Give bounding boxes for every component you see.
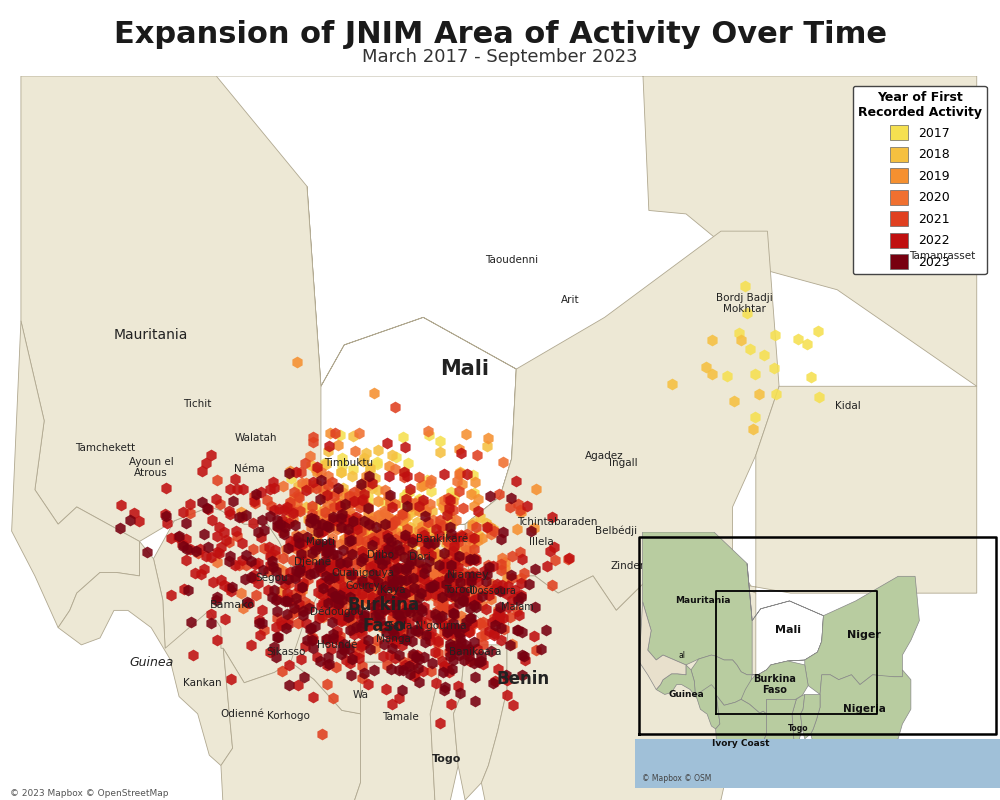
Polygon shape [792, 694, 805, 744]
Text: Burkina
Faso: Burkina Faso [348, 596, 420, 635]
Polygon shape [465, 231, 779, 645]
Text: Ségou: Ségou [256, 572, 288, 583]
Text: Mauritania: Mauritania [675, 597, 731, 606]
Polygon shape [337, 662, 442, 800]
Polygon shape [153, 186, 516, 682]
Text: March 2017 - September 2023: March 2017 - September 2023 [362, 48, 638, 66]
Polygon shape [656, 665, 720, 729]
Polygon shape [12, 321, 140, 628]
Text: Togo: Togo [788, 725, 808, 734]
Text: Djenné: Djenné [294, 557, 331, 567]
Legend: 2017, 2018, 2019, 2020, 2021, 2022, 2023: 2017, 2018, 2019, 2020, 2021, 2022, 2023 [853, 86, 987, 274]
Text: © 2023 Mapbox © OpenStreetMap: © 2023 Mapbox © OpenStreetMap [10, 790, 168, 798]
Text: Guinea: Guinea [668, 690, 704, 699]
Polygon shape [221, 648, 360, 800]
Polygon shape [430, 645, 465, 800]
Text: Manga: Manga [376, 634, 410, 644]
Text: Niamey: Niamey [447, 570, 489, 580]
Text: Torodi: Torodi [444, 585, 476, 594]
Text: Guinea: Guinea [129, 655, 173, 669]
Polygon shape [453, 645, 507, 800]
Text: Tamale: Tamale [382, 712, 418, 722]
Text: Taoudenni: Taoudenni [485, 254, 538, 265]
Polygon shape [639, 602, 686, 690]
Text: al: al [678, 650, 685, 659]
Polygon shape [741, 661, 808, 714]
Text: Dossoura: Dossoura [470, 586, 516, 597]
Polygon shape [21, 76, 321, 576]
Text: Ayoun el
Atrous: Ayoun el Atrous [129, 457, 174, 478]
Text: Expansion of JNIM Area of Activity Over Time: Expansion of JNIM Area of Activity Over … [114, 20, 887, 49]
Polygon shape [691, 563, 823, 706]
Text: Benin: Benin [497, 670, 550, 688]
Text: Bordj Badji
Mokhtar: Bordj Badji Mokhtar [716, 293, 773, 314]
Text: Agadez: Agadez [585, 451, 624, 462]
Text: Dori: Dori [409, 552, 430, 562]
Text: Timbuktu: Timbuktu [324, 458, 373, 468]
Text: Tichit: Tichit [183, 398, 212, 409]
Text: Mali: Mali [775, 626, 801, 635]
Text: Niger: Niger [847, 630, 881, 640]
Text: Odienné: Odienné [220, 709, 264, 719]
Text: Tamchekett: Tamchekett [75, 443, 135, 454]
Text: Ni: Ni [663, 584, 686, 602]
Text: Mali: Mali [441, 359, 490, 379]
Polygon shape [58, 542, 233, 766]
Polygon shape [716, 695, 767, 763]
Polygon shape [216, 0, 977, 386]
Text: © Mapbox © OSM: © Mapbox © OSM [642, 774, 712, 783]
Text: Ingall: Ingall [609, 458, 638, 468]
Text: Banikoara: Banikoara [449, 646, 501, 657]
Text: Kankan: Kankan [183, 678, 222, 688]
Text: Bamako: Bamako [210, 600, 255, 610]
Polygon shape [805, 576, 919, 694]
Text: Sikasso: Sikasso [266, 646, 306, 657]
Text: Togo: Togo [432, 754, 461, 764]
Text: Malam: Malam [501, 602, 534, 612]
Text: Mauritania: Mauritania [114, 327, 188, 342]
Text: Ouahigouya: Ouahigouya [331, 569, 394, 578]
Polygon shape [733, 386, 977, 593]
Text: Dédougou: Dédougou [310, 606, 364, 617]
Polygon shape [635, 738, 1000, 788]
Polygon shape [801, 694, 820, 738]
Polygon shape [291, 528, 474, 714]
Text: Burkina
Faso: Burkina Faso [754, 674, 796, 695]
Text: Zinder: Zinder [611, 561, 645, 570]
Text: Arit: Arit [560, 295, 579, 305]
Text: Illela: Illela [529, 538, 554, 547]
Text: Bankikaré: Bankikaré [416, 534, 468, 544]
Text: Tchintabaraden: Tchintabaraden [517, 518, 597, 527]
Text: Néma: Néma [234, 464, 264, 474]
Text: Houndé: Houndé [317, 640, 357, 650]
Text: Fada N'gourma: Fada N'gourma [388, 621, 466, 630]
Text: Tamanrasset: Tamanrasset [909, 251, 975, 261]
Polygon shape [758, 699, 796, 758]
Text: Nigeria: Nigeria [843, 704, 886, 714]
Text: Korhogo: Korhogo [267, 710, 310, 721]
Polygon shape [481, 558, 756, 800]
Text: Kidal: Kidal [835, 401, 860, 410]
Text: Belbédji: Belbédji [595, 526, 637, 536]
Text: Ivory Coast: Ivory Coast [712, 739, 770, 748]
Polygon shape [643, 532, 752, 674]
Text: Gourcy: Gourcy [346, 582, 380, 591]
Text: Wa: Wa [352, 690, 368, 699]
Text: Kaya: Kaya [380, 585, 406, 594]
Text: Djibo: Djibo [367, 550, 394, 560]
Text: Walatah: Walatah [235, 433, 277, 443]
Text: Mopti: Mopti [306, 537, 335, 546]
Polygon shape [811, 670, 911, 763]
